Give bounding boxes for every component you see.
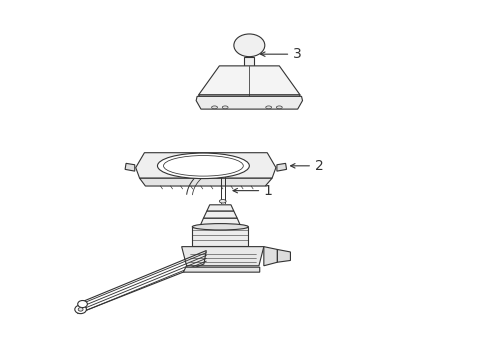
Ellipse shape bbox=[192, 224, 248, 230]
Polygon shape bbox=[276, 163, 286, 171]
Polygon shape bbox=[244, 57, 254, 66]
Polygon shape bbox=[139, 178, 271, 186]
Ellipse shape bbox=[157, 153, 249, 179]
Text: 1: 1 bbox=[264, 184, 272, 198]
Polygon shape bbox=[198, 95, 300, 103]
Polygon shape bbox=[198, 66, 300, 95]
Ellipse shape bbox=[219, 199, 225, 203]
Circle shape bbox=[78, 307, 83, 311]
Polygon shape bbox=[200, 218, 240, 226]
Ellipse shape bbox=[276, 106, 282, 109]
Polygon shape bbox=[192, 227, 248, 246]
Circle shape bbox=[233, 34, 264, 57]
Polygon shape bbox=[181, 247, 264, 266]
Polygon shape bbox=[206, 205, 233, 211]
Circle shape bbox=[75, 305, 86, 314]
Text: 3: 3 bbox=[292, 47, 301, 61]
Ellipse shape bbox=[265, 106, 271, 109]
Polygon shape bbox=[264, 247, 277, 266]
Polygon shape bbox=[136, 153, 275, 178]
Polygon shape bbox=[277, 249, 290, 262]
Polygon shape bbox=[203, 211, 237, 218]
Polygon shape bbox=[196, 96, 302, 109]
Ellipse shape bbox=[222, 106, 227, 109]
Polygon shape bbox=[183, 267, 259, 272]
Circle shape bbox=[78, 301, 87, 307]
Polygon shape bbox=[125, 163, 135, 171]
Text: 2: 2 bbox=[314, 159, 323, 173]
Ellipse shape bbox=[211, 106, 217, 109]
